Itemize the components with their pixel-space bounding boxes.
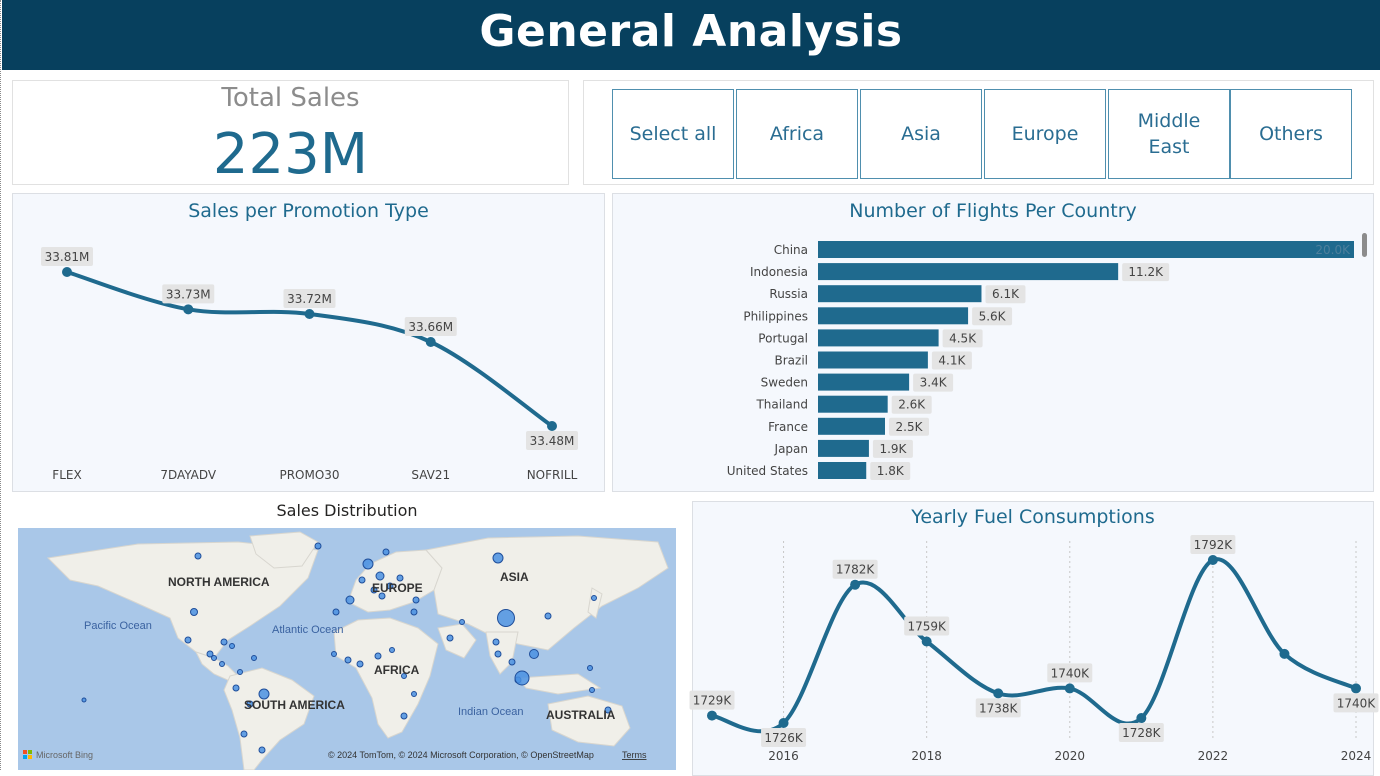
map-bubble: [459, 619, 465, 625]
japan-land: [587, 587, 603, 619]
africa-land: [333, 617, 439, 739]
map-bubble: [331, 651, 337, 657]
bing-icon: [23, 750, 32, 759]
map-bubble: [184, 636, 192, 644]
map-terms-link: Terms: [622, 750, 647, 760]
map-bubble: [400, 712, 408, 720]
map-bubble: [412, 596, 420, 604]
slicer-africa[interactable]: Africa: [736, 89, 858, 179]
map-bubble: [375, 571, 385, 581]
map-bubble: [514, 670, 530, 686]
map-bubble: [251, 655, 257, 661]
map-bubble: [591, 595, 597, 601]
slicer-asia[interactable]: Asia: [860, 89, 982, 179]
map-bubble: [358, 576, 366, 584]
map-bubble: [258, 746, 266, 754]
map-bubble: [589, 687, 595, 693]
map-bubble: [396, 574, 404, 582]
map-bubble: [492, 638, 500, 646]
map-bubble: [446, 634, 454, 642]
map-label: AFRICA: [374, 663, 420, 677]
total-sales-card: Total Sales 223M: [12, 80, 569, 187]
map-bubble: [332, 608, 340, 616]
promotion-chart-panel: Sales per Promotion Type: [12, 193, 605, 492]
greenland-land: [249, 531, 319, 569]
map-label: Atlantic Ocean: [272, 624, 344, 636]
sales-distribution-map[interactable]: NORTH AMERICA EUROPE ASIA SOUTH AMERICA …: [18, 528, 676, 770]
map-bubble: [378, 592, 386, 600]
kpi-value: 223M: [212, 122, 369, 187]
map-bubble: [219, 661, 225, 667]
map-bubble: [497, 609, 515, 627]
map-bubble: [382, 548, 390, 556]
india-land: [485, 631, 519, 675]
slicer-middle-east[interactable]: Middle East: [1108, 89, 1230, 179]
map-bubble: [370, 586, 378, 594]
fuel-chart-title: Yearly Fuel Consumptions: [911, 506, 1155, 528]
map-bubble: [544, 612, 552, 620]
map-bubble: [246, 700, 254, 708]
slicer-select-all[interactable]: Select all: [612, 89, 734, 179]
slicer-europe[interactable]: Europe: [984, 89, 1106, 179]
flights-chart-panel: Number of Flights Per Country: [612, 193, 1374, 492]
map-bubble: [386, 582, 394, 590]
map-bubble: [258, 688, 270, 700]
map-svg: NORTH AMERICA EUROPE ASIA SOUTH AMERICA …: [23, 531, 669, 770]
region-slicer: Select all Africa Asia Europe Middle Eas…: [583, 80, 1374, 185]
flights-chart-title: Number of Flights Per Country: [849, 200, 1137, 222]
map-bubble: [529, 649, 539, 659]
page-header: General Analysis: [2, 0, 1380, 70]
slicer-others[interactable]: Others: [1230, 89, 1352, 179]
map-bubble: [587, 665, 593, 671]
map-title: Sales Distribution: [276, 501, 418, 520]
map-bubble: [194, 552, 202, 560]
canvas-edge: [0, 0, 3, 770]
map-bubble: [494, 650, 502, 658]
asia-land: [425, 535, 669, 651]
arabia-land: [437, 623, 477, 659]
map-bubble: [206, 650, 214, 658]
page-title: General Analysis: [479, 6, 903, 57]
map-bubble: [232, 684, 240, 692]
bing-logo: Microsoft Bing: [36, 750, 93, 760]
map-bubble: [508, 658, 516, 666]
south-america-land: [223, 667, 315, 770]
map-bubble: [410, 608, 418, 616]
map-bubble: [240, 730, 248, 738]
map-label: NORTH AMERICA: [168, 575, 270, 589]
kpi-label: Total Sales: [221, 83, 360, 113]
map-label: EUROPE: [372, 581, 423, 595]
map-bubble: [401, 673, 407, 679]
map-bubble: [190, 608, 198, 616]
map-label: AUSTRALIA: [546, 708, 616, 722]
map-bubble: [492, 552, 504, 564]
fuel-chart-panel: Yearly Fuel Consumptions: [692, 501, 1374, 776]
map-bubble: [389, 647, 395, 653]
map-bubble: [237, 669, 243, 675]
flights-scrollbar[interactable]: [1362, 233, 1367, 257]
map-bubble: [81, 697, 87, 703]
map-bubble: [314, 542, 322, 550]
map-bubble: [344, 656, 352, 664]
map-label: Indian Ocean: [458, 706, 523, 718]
map-bubble: [356, 660, 364, 668]
map-bubble: [411, 691, 417, 697]
map-label: SOUTH AMERICA: [244, 698, 345, 712]
map-label: Pacific Ocean: [84, 620, 152, 632]
map-bubble: [220, 638, 228, 646]
map-attribution: © 2024 TomTom, © 2024 Microsoft Corporat…: [328, 750, 594, 760]
map-bubble: [345, 595, 355, 605]
map-bubble: [374, 652, 382, 660]
map-bubble: [229, 643, 235, 649]
map-bubble: [211, 655, 217, 661]
promotion-chart-title: Sales per Promotion Type: [188, 200, 429, 222]
indonesia-land: [517, 673, 602, 695]
map-bubble: [604, 706, 612, 714]
map-bubble: [362, 558, 374, 570]
map-label: ASIA: [500, 570, 529, 584]
